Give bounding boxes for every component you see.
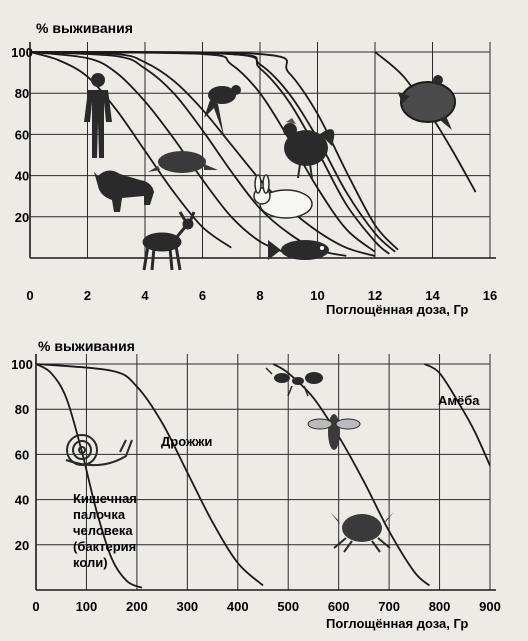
y-tick-label: 20	[15, 210, 29, 225]
crab-icon	[330, 512, 394, 553]
survival-curve	[29, 51, 376, 257]
survival-curve	[35, 363, 143, 589]
survival-curve	[29, 50, 399, 251]
y-tick-label: 80	[15, 86, 29, 101]
y-tick-label: 100	[11, 357, 33, 372]
x-tick-label: 600	[328, 599, 350, 614]
frog-icon	[204, 85, 241, 136]
chart-bottom-ylabel: % выживания	[38, 338, 135, 354]
turtle-icon	[398, 75, 456, 130]
beaver-icon	[148, 151, 218, 173]
x-tick-label: 12	[368, 288, 382, 303]
fly-icon	[307, 414, 361, 450]
y-tick-label: 80	[15, 402, 29, 417]
fish-icon	[268, 240, 329, 260]
deer-icon	[142, 211, 196, 271]
x-tick-label: 16	[483, 288, 497, 303]
rabbit-icon	[253, 174, 313, 219]
y-tick-label: 20	[15, 538, 29, 553]
chart-bottom-xlabel: Поглощённая доза, Гр	[326, 616, 468, 631]
x-tick-label: 400	[227, 599, 249, 614]
x-tick-label: 2	[84, 288, 91, 303]
human-icon	[84, 73, 112, 158]
x-tick-label: 700	[378, 599, 400, 614]
x-tick-label: 100	[76, 599, 98, 614]
amoeba-label: Амёба	[438, 393, 480, 408]
x-tick-label: 800	[429, 599, 451, 614]
survival-curve	[272, 363, 431, 587]
y-tick-label: 60	[15, 447, 29, 462]
x-tick-label: 300	[176, 599, 198, 614]
ecoli-label: Кишечная палочка человека (бактерия коли…	[73, 491, 141, 570]
survival-curve	[29, 51, 390, 255]
survival-curve	[35, 363, 264, 587]
dog-icon	[94, 170, 154, 212]
survival-curve	[29, 51, 232, 249]
chart-bottom: 0 100 200 300 400 500 600 700 800 900 100 80 60 40 20	[11, 354, 501, 614]
x-tick-label: 6	[199, 288, 206, 303]
y-tick-label: 60	[15, 127, 29, 142]
x-tick-label: 0	[26, 288, 33, 303]
x-tick-label: 200	[126, 599, 148, 614]
x-tick-label: 10	[310, 288, 324, 303]
ant-icon	[265, 367, 323, 397]
y-tick-label: 40	[15, 169, 29, 184]
x-tick-label: 4	[141, 288, 149, 303]
x-tick-label: 500	[277, 599, 299, 614]
yeast-label: Дрожжи	[161, 434, 212, 449]
y-tick-label: 100	[11, 45, 33, 60]
snail-icon	[65, 434, 133, 467]
chart-top: 0 2 4 6 8 10 12 14 16 100 80 60 40 20	[11, 42, 497, 303]
chart-top-ylabel: % выживания	[36, 20, 133, 36]
y-tick-label: 40	[15, 493, 29, 508]
chart-top-xlabel: Поглощённая доза, Гр	[326, 302, 468, 317]
x-tick-label: 8	[256, 288, 263, 303]
survival-curve	[29, 51, 290, 255]
x-tick-label: 0	[32, 599, 39, 614]
x-tick-label: 14	[425, 288, 440, 303]
x-tick-label: 900	[479, 599, 501, 614]
survival-curve	[423, 363, 491, 467]
rooster-icon	[283, 118, 335, 179]
